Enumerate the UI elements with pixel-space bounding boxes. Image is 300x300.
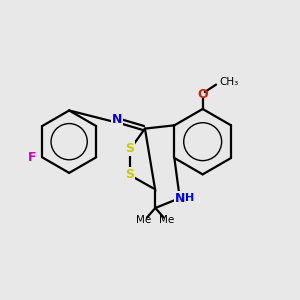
Text: S: S bbox=[125, 168, 134, 181]
Text: H: H bbox=[184, 193, 194, 202]
Text: Me: Me bbox=[159, 215, 174, 225]
Text: O: O bbox=[197, 88, 208, 100]
Text: F: F bbox=[28, 151, 37, 164]
Text: Me: Me bbox=[136, 215, 152, 225]
Text: CH₃: CH₃ bbox=[220, 76, 239, 87]
Text: S: S bbox=[125, 142, 134, 155]
Text: N: N bbox=[175, 192, 185, 205]
Text: N: N bbox=[112, 113, 122, 126]
